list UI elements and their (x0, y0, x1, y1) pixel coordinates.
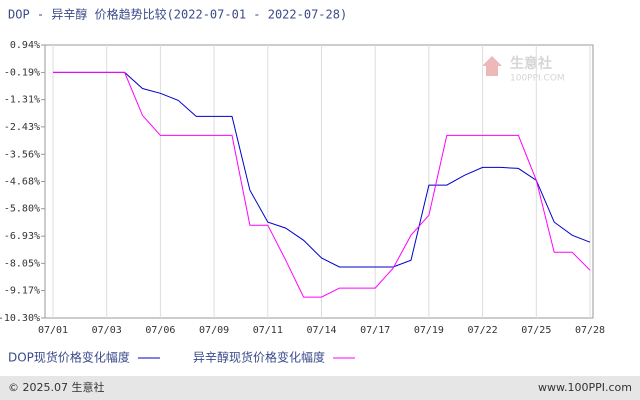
y-tick-label: -6.93% (4, 231, 40, 242)
line-series (53, 71, 591, 268)
watermark: 生意社 100PPI.COM (482, 55, 565, 84)
chart-title: DOP - 异辛醇 价格趋势比较(2022-07-01 - 2022-07-28… (8, 7, 347, 22)
y-tick-label: -8.05% (4, 258, 40, 269)
y-tick-label: -1.31% (4, 95, 40, 106)
footer-bar (0, 376, 640, 400)
y-tick-label: -9.17% (4, 286, 40, 297)
legend-label: 异辛醇现货价格变化幅度 (193, 350, 325, 365)
x-tick-label: 07/17 (360, 325, 390, 336)
watermark-icon (482, 56, 502, 76)
y-tick-label: -10.30% (0, 313, 40, 324)
y-tick-label: -0.19% (4, 67, 40, 78)
y-tick-label: -3.56% (4, 149, 40, 160)
watermark-site: 100PPI.COM (510, 74, 565, 84)
x-tick-label: 07/03 (92, 325, 122, 336)
line-series (53, 71, 591, 298)
y-tick-label: -4.68% (4, 177, 40, 188)
footer-right: www.100PPI.com (538, 381, 632, 394)
x-tick-label: 07/14 (306, 325, 336, 336)
x-tick-label: 07/01 (38, 325, 68, 336)
y-tick-label: 0.94% (10, 40, 40, 51)
x-tick-label: 07/09 (199, 325, 229, 336)
x-tick-label: 07/25 (521, 325, 551, 336)
x-tick-label: 07/06 (145, 325, 175, 336)
x-tick-label: 07/11 (253, 325, 283, 336)
footer-left: © 2025.07 生意社 (8, 380, 104, 394)
y-tick-label: -2.43% (4, 122, 40, 133)
x-tick-label: 07/19 (414, 325, 444, 336)
plot-frame (44, 44, 594, 319)
y-tick-label: -5.80% (4, 204, 40, 215)
watermark-name: 生意社 (510, 55, 552, 72)
legend-label: DOP现货价格变化幅度 (8, 350, 130, 365)
x-tick-label: 07/28 (575, 325, 605, 336)
x-tick-label: 07/22 (468, 325, 498, 336)
